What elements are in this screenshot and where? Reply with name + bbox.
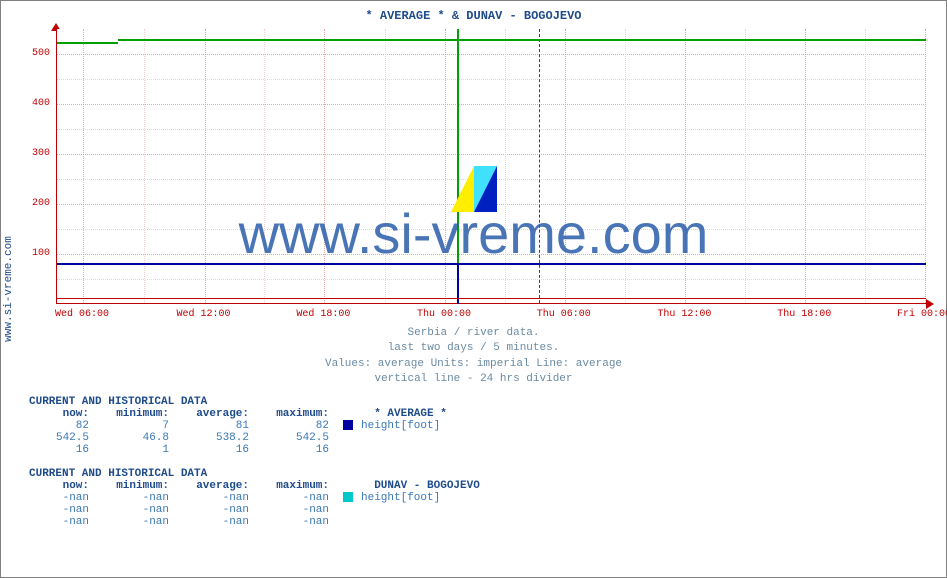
x-tick-label: Thu 00:00	[417, 309, 471, 320]
grid-line-h-minor	[57, 179, 926, 180]
table-row: -nan-nan-nan-nan	[29, 516, 480, 528]
x-tick-label: Thu 18:00	[777, 309, 831, 320]
grid-line-v	[565, 29, 566, 303]
grid-line-v-minor	[505, 29, 506, 303]
grid-line-v-minor	[385, 29, 386, 303]
data-column-headers: now:minimum:average:maximum: * AVERAGE *	[29, 408, 480, 420]
divider-24h	[539, 29, 540, 303]
table-row: 1611616	[29, 444, 480, 456]
grid-line-h-minor	[57, 279, 926, 280]
table-row: 542.546.8538.2542.5	[29, 432, 480, 444]
chart-title: * AVERAGE * & DUNAV - BOGOJEVO	[1, 9, 946, 23]
grid-line-v	[445, 29, 446, 303]
series-line	[57, 263, 926, 265]
legend-swatch-icon	[343, 492, 353, 502]
axis-baseline	[57, 298, 926, 299]
grid-line-v-minor	[865, 29, 866, 303]
x-tick-label: Wed 12:00	[177, 309, 231, 320]
table-row: -nan-nan-nan-nan	[29, 504, 480, 516]
grid-line-v	[685, 29, 686, 303]
x-tick-label: Wed 06:00	[55, 309, 109, 320]
meta-line: vertical line - 24 hrs divider	[1, 372, 946, 387]
grid-line-v	[324, 29, 325, 303]
table-row: 8278182height[foot]	[29, 420, 480, 432]
grid-line-h-minor	[57, 229, 926, 230]
chart-container: www.si-vreme.com * AVERAGE * & DUNAV - B…	[0, 0, 947, 578]
data-section-header: CURRENT AND HISTORICAL DATA	[29, 468, 480, 480]
table-row: -nan-nan-nan-nanheight[foot]	[29, 492, 480, 504]
meta-line: Serbia / river data.	[1, 326, 946, 341]
x-tick-label: Thu 06:00	[537, 309, 591, 320]
legend-swatch-icon	[343, 420, 353, 430]
grid-line-h	[57, 54, 926, 55]
y-tick-label: 500	[10, 48, 50, 59]
grid-line-h	[57, 204, 926, 205]
x-tick-label: Wed 18:00	[296, 309, 350, 320]
grid-line-v	[805, 29, 806, 303]
y-tick-label: 100	[10, 248, 50, 259]
series-line	[118, 39, 926, 41]
grid-line-v-minor	[264, 29, 265, 303]
chart-meta: Serbia / river data. last two days / 5 m…	[1, 326, 946, 388]
data-section: CURRENT AND HISTORICAL DATAnow:minimum:a…	[29, 396, 480, 456]
data-column-headers: now:minimum:average:maximum: DUNAV - BOG…	[29, 480, 480, 492]
y-tick-label: 300	[10, 148, 50, 159]
grid-line-v	[925, 29, 926, 303]
grid-line-v-minor	[625, 29, 626, 303]
grid-line-h	[57, 104, 926, 105]
plot-area	[56, 29, 926, 304]
x-tick-label: Fri 00:00	[897, 309, 947, 320]
data-tables: CURRENT AND HISTORICAL DATAnow:minimum:a…	[29, 396, 480, 540]
x-tick-label: Thu 12:00	[657, 309, 711, 320]
series-line	[57, 42, 118, 44]
meta-line: last two days / 5 minutes.	[1, 341, 946, 356]
grid-line-v-minor	[745, 29, 746, 303]
grid-line-h	[57, 154, 926, 155]
data-section-header: CURRENT AND HISTORICAL DATA	[29, 396, 480, 408]
y-tick-label: 200	[10, 198, 50, 209]
grid-line-h	[57, 254, 926, 255]
meta-line: Values: average Units: imperial Line: av…	[1, 357, 946, 372]
grid-line-h-minor	[57, 79, 926, 80]
data-section: CURRENT AND HISTORICAL DATAnow:minimum:a…	[29, 468, 480, 528]
grid-line-v	[205, 29, 206, 303]
x-axis-arrow	[926, 299, 934, 309]
y-tick-label: 400	[10, 98, 50, 109]
grid-line-v	[83, 29, 84, 303]
grid-line-v-minor	[144, 29, 145, 303]
grid-line-h-minor	[57, 129, 926, 130]
